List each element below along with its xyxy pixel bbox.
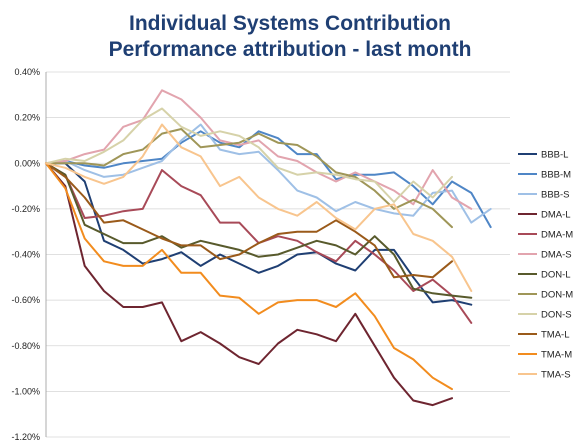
legend-label: DON-M bbox=[541, 290, 573, 301]
legend-item: TMA-L bbox=[518, 330, 570, 341]
series-line-tma-l bbox=[45, 162, 453, 279]
series-lines bbox=[45, 89, 492, 407]
legend-item: TMA-S bbox=[518, 370, 571, 381]
series-line-dma-s bbox=[45, 89, 473, 210]
legend-item: DON-L bbox=[518, 270, 571, 281]
y-tick-label: -0.80% bbox=[11, 341, 40, 351]
series-line-dma-l bbox=[45, 162, 453, 407]
legend-label: TMA-L bbox=[541, 330, 570, 341]
y-tick-label: -0.20% bbox=[11, 204, 40, 214]
y-axis-tick-labels: 0.40% 0.20% 0.00% -0.20% -0.40% -0.60% -0.80% -… bbox=[11, 67, 40, 442]
legend-item: DON-S bbox=[518, 310, 572, 321]
legend-item: DON-M bbox=[518, 290, 573, 301]
legend-item: TMA-M bbox=[518, 350, 572, 361]
y-tick-label: 0.40% bbox=[14, 67, 40, 77]
chart-subtitle: Performance attribution - last month bbox=[109, 38, 472, 61]
series-line-don-l bbox=[45, 162, 473, 299]
legend-label: DMA-L bbox=[541, 210, 571, 221]
legend-item: BBB-M bbox=[518, 170, 571, 181]
legend-label: BBB-M bbox=[541, 170, 571, 181]
y-tick-label: 0.20% bbox=[14, 113, 40, 123]
series-line-bbb-l bbox=[45, 162, 473, 306]
legend-item: BBB-S bbox=[518, 190, 570, 201]
y-tick-label: -0.60% bbox=[11, 295, 40, 305]
chart-title: Individual Systems Contribution bbox=[129, 12, 451, 35]
legend-label: DON-L bbox=[541, 270, 571, 281]
series-line-bbb-m bbox=[45, 130, 492, 229]
series-line-tma-s bbox=[45, 123, 473, 292]
legend-label: DON-S bbox=[541, 310, 572, 321]
legend-label: TMA-M bbox=[541, 350, 572, 361]
y-tick-label: 0.00% bbox=[14, 158, 40, 168]
legend-label: DMA-M bbox=[541, 230, 573, 241]
series-line-don-s bbox=[45, 107, 453, 203]
y-tick-label: -0.40% bbox=[11, 250, 40, 260]
legend-item: DMA-S bbox=[518, 250, 572, 261]
series-line-bbb-s bbox=[45, 123, 492, 224]
series-line-don-m bbox=[45, 128, 453, 229]
legend-label: BBB-L bbox=[541, 150, 568, 161]
legend-label: DMA-S bbox=[541, 250, 572, 261]
y-tick-label: -1.20% bbox=[11, 432, 40, 442]
legend-item: BBB-L bbox=[518, 150, 568, 161]
series-line-tma-m bbox=[45, 162, 453, 391]
legend-item: DMA-L bbox=[518, 210, 571, 221]
legend-item: DMA-M bbox=[518, 230, 573, 241]
legend-label: BBB-S bbox=[541, 190, 570, 201]
legend-label: TMA-S bbox=[541, 370, 571, 381]
y-tick-label: -1.00% bbox=[11, 386, 40, 396]
legend: BBB-L BBB-M BBB-S DMA-L DMA-M DMA-S DON-L DON-M… bbox=[518, 150, 573, 381]
